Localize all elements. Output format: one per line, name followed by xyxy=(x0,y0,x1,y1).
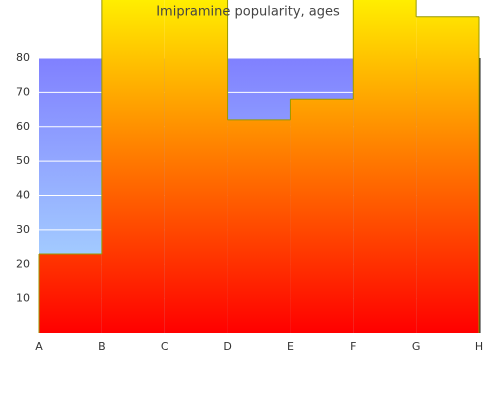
x-tick-label: F xyxy=(350,340,356,353)
x-tick-label: A xyxy=(35,340,43,353)
y-tick-label: 50 xyxy=(16,154,30,167)
step-area xyxy=(416,16,479,333)
y-tick-label: 80 xyxy=(16,51,30,64)
x-tick-label: D xyxy=(223,340,231,353)
y-tick-label: 10 xyxy=(16,292,30,305)
y-tick-label: 60 xyxy=(16,120,30,133)
step-area xyxy=(290,99,354,333)
y-tick-label: 70 xyxy=(16,85,30,98)
y-tick-label: 30 xyxy=(16,223,30,236)
step-area xyxy=(227,119,291,333)
step-area xyxy=(353,0,417,333)
step-area xyxy=(101,0,165,333)
x-tick-label: C xyxy=(161,340,169,353)
y-tick-label: 20 xyxy=(16,257,30,270)
x-tick-label: G xyxy=(412,340,421,353)
y-tick-label: 40 xyxy=(16,189,30,202)
x-tick-label: E xyxy=(287,340,294,353)
step-area xyxy=(164,0,228,333)
chart-title: Imipramine popularity, ages xyxy=(156,5,340,20)
step-area xyxy=(39,253,102,333)
x-tick-label: B xyxy=(98,340,106,353)
plot-area: 10 20 30 40 50 60 70 80 A B C D E F G H xyxy=(16,0,483,353)
x-tick-label: H xyxy=(475,340,483,353)
